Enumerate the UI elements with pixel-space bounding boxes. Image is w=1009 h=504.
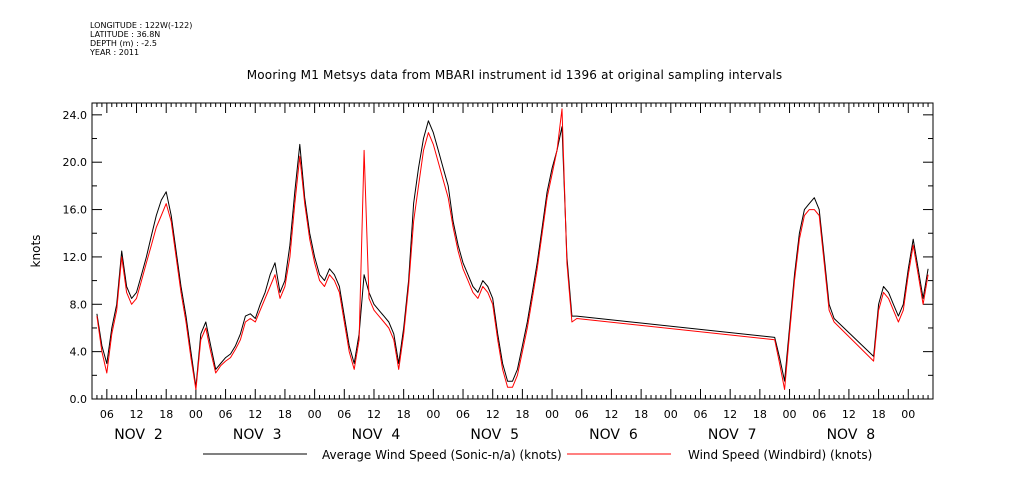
day-label: NOV 7: [708, 427, 757, 443]
x-tick-label: 18: [278, 408, 292, 421]
x-tick-label: 06: [456, 408, 470, 421]
x-tick-label: 12: [486, 408, 500, 421]
x-tick-label: 06: [575, 408, 589, 421]
y-tick-label: 0.0: [70, 393, 88, 406]
day-label: NOV 4: [352, 427, 401, 443]
y-tick-label: 20.0: [63, 156, 88, 169]
latitude-text: LATITUDE : 36.8N: [90, 30, 161, 39]
x-tick-label: 00: [426, 408, 440, 421]
legend-label-sonic: Average Wind Speed (Sonic-n/a) (knots): [322, 448, 562, 462]
x-tick-label: 06: [812, 408, 826, 421]
x-tick-label: 12: [367, 408, 381, 421]
axis-layer: 0.0 4.0 8.0 12.0 16.0 20.0 24.0 06 12 18 00 06 12 18 0…: [63, 103, 934, 443]
x-tick-label: 00: [783, 408, 797, 421]
day-label: NOV 3: [233, 427, 282, 443]
y-tick-label: 16.0: [63, 204, 88, 217]
plot-frame: [91, 102, 934, 400]
year-text: YEAR : 2011: [90, 48, 140, 57]
y-tick-label: 12.0: [63, 251, 88, 264]
metadata-block: LONGITUDE : 122W(-122) LATITUDE : 36.8N …: [90, 21, 192, 57]
legend-label-windbird: Wind Speed (Windbird) (knots): [688, 448, 872, 462]
x-tick-label: 06: [100, 408, 114, 421]
x-tick-label: 18: [397, 408, 411, 421]
x-tick-label: 18: [872, 408, 886, 421]
legend: Average Wind Speed (Sonic-n/a) (knots) W…: [203, 448, 872, 462]
x-tick-label: 00: [664, 408, 678, 421]
x-tick-label: 12: [842, 408, 856, 421]
x-tick-label: 06: [219, 408, 233, 421]
y-tick-label: 8.0: [70, 298, 88, 311]
x-tick-label: 18: [515, 408, 529, 421]
y-tick-label: 4.0: [70, 346, 88, 359]
series-layer: [96, 108, 929, 390]
x-tick-label: 12: [248, 408, 262, 421]
x-tick-label: 18: [634, 408, 648, 421]
longitude-text: LONGITUDE : 122W(-122): [90, 21, 193, 30]
day-label: NOV 6: [589, 427, 638, 443]
x-tick-label: 00: [308, 408, 322, 421]
x-tick-label: 18: [753, 408, 767, 421]
chart-title: Mooring M1 Metsys data from MBARI instru…: [246, 68, 783, 82]
depth-text: DEPTH (m) : -2.5: [90, 39, 157, 48]
x-tick-label: 12: [130, 408, 144, 421]
x-tick-label: 12: [604, 408, 618, 421]
x-tick-label: 00: [545, 408, 559, 421]
x-tick-label: 00: [901, 408, 915, 421]
y-tick-label: 24.0: [63, 109, 88, 122]
series-windbird-line: [96, 108, 929, 390]
y-axis-label: knots: [29, 235, 43, 268]
series-sonic-line: [96, 120, 929, 388]
x-tick-label: 12: [723, 408, 737, 421]
x-tick-label: 06: [337, 408, 351, 421]
x-tick-label: 06: [693, 408, 707, 421]
day-label: NOV 2: [114, 427, 163, 443]
x-tick-label: 18: [159, 408, 173, 421]
day-label: NOV 8: [827, 427, 876, 443]
day-label: NOV 5: [470, 427, 519, 443]
x-tick-label: 00: [189, 408, 203, 421]
